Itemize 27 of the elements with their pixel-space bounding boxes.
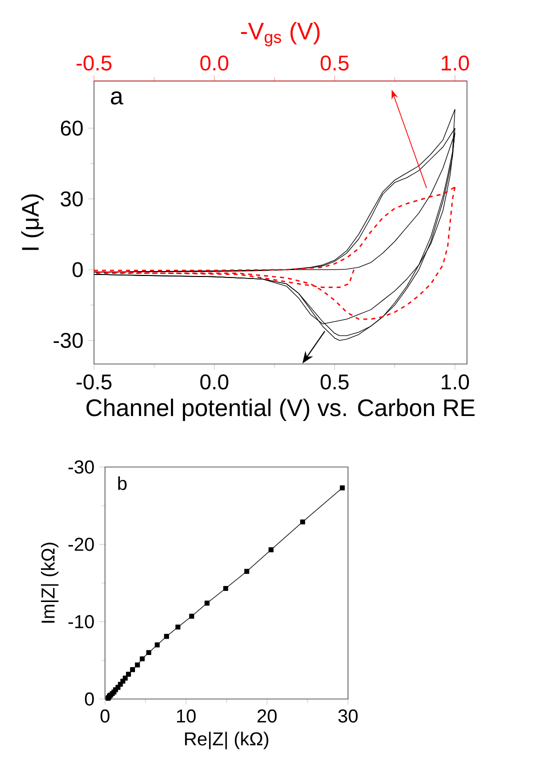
x2-tick-label: -0.5 (76, 374, 112, 390)
x-tick-label: 20 (258, 709, 277, 723)
x-tick-label: 1.0 (442, 55, 469, 71)
y-axis-title: Im|Z| (kΩ) (40, 542, 58, 623)
x-tick-label: 30 (338, 709, 358, 723)
y-tick-label: 0 (72, 262, 83, 278)
y-tick-label: -30 (54, 332, 83, 348)
annotation: a (110, 91, 124, 104)
y-tick-label: 60 (60, 120, 83, 136)
x-tick-label: 10 (177, 709, 196, 723)
y-tick-label: 30 (60, 191, 83, 206)
annotation: b (118, 476, 127, 490)
x-tick-label: 0 (100, 709, 110, 723)
y-tick-label: -10 (68, 615, 94, 628)
y-axis-title: I (μA) (21, 194, 44, 250)
x-tick-label: -0.5 (76, 55, 112, 71)
x2-axis-title: -V$_{gs}$ (V) (241, 22, 320, 46)
y-tick-label: -30 (68, 460, 94, 474)
x-tick-label: 0.0 (200, 55, 228, 71)
y-tick-label: -20 (68, 538, 94, 551)
y-tick-label: 0 (84, 692, 94, 706)
x2-tick-label: 0.0 (200, 374, 228, 390)
x-axis-title: Re|Z| (kΩ) (185, 732, 268, 750)
x2-tick-label: 1.0 (442, 374, 469, 390)
x-axis-title: Channel potential (V) vs. Carbon RE (86, 398, 475, 422)
x2-tick-label: 0.5 (320, 374, 349, 390)
x-tick-label: 0.5 (320, 55, 349, 71)
